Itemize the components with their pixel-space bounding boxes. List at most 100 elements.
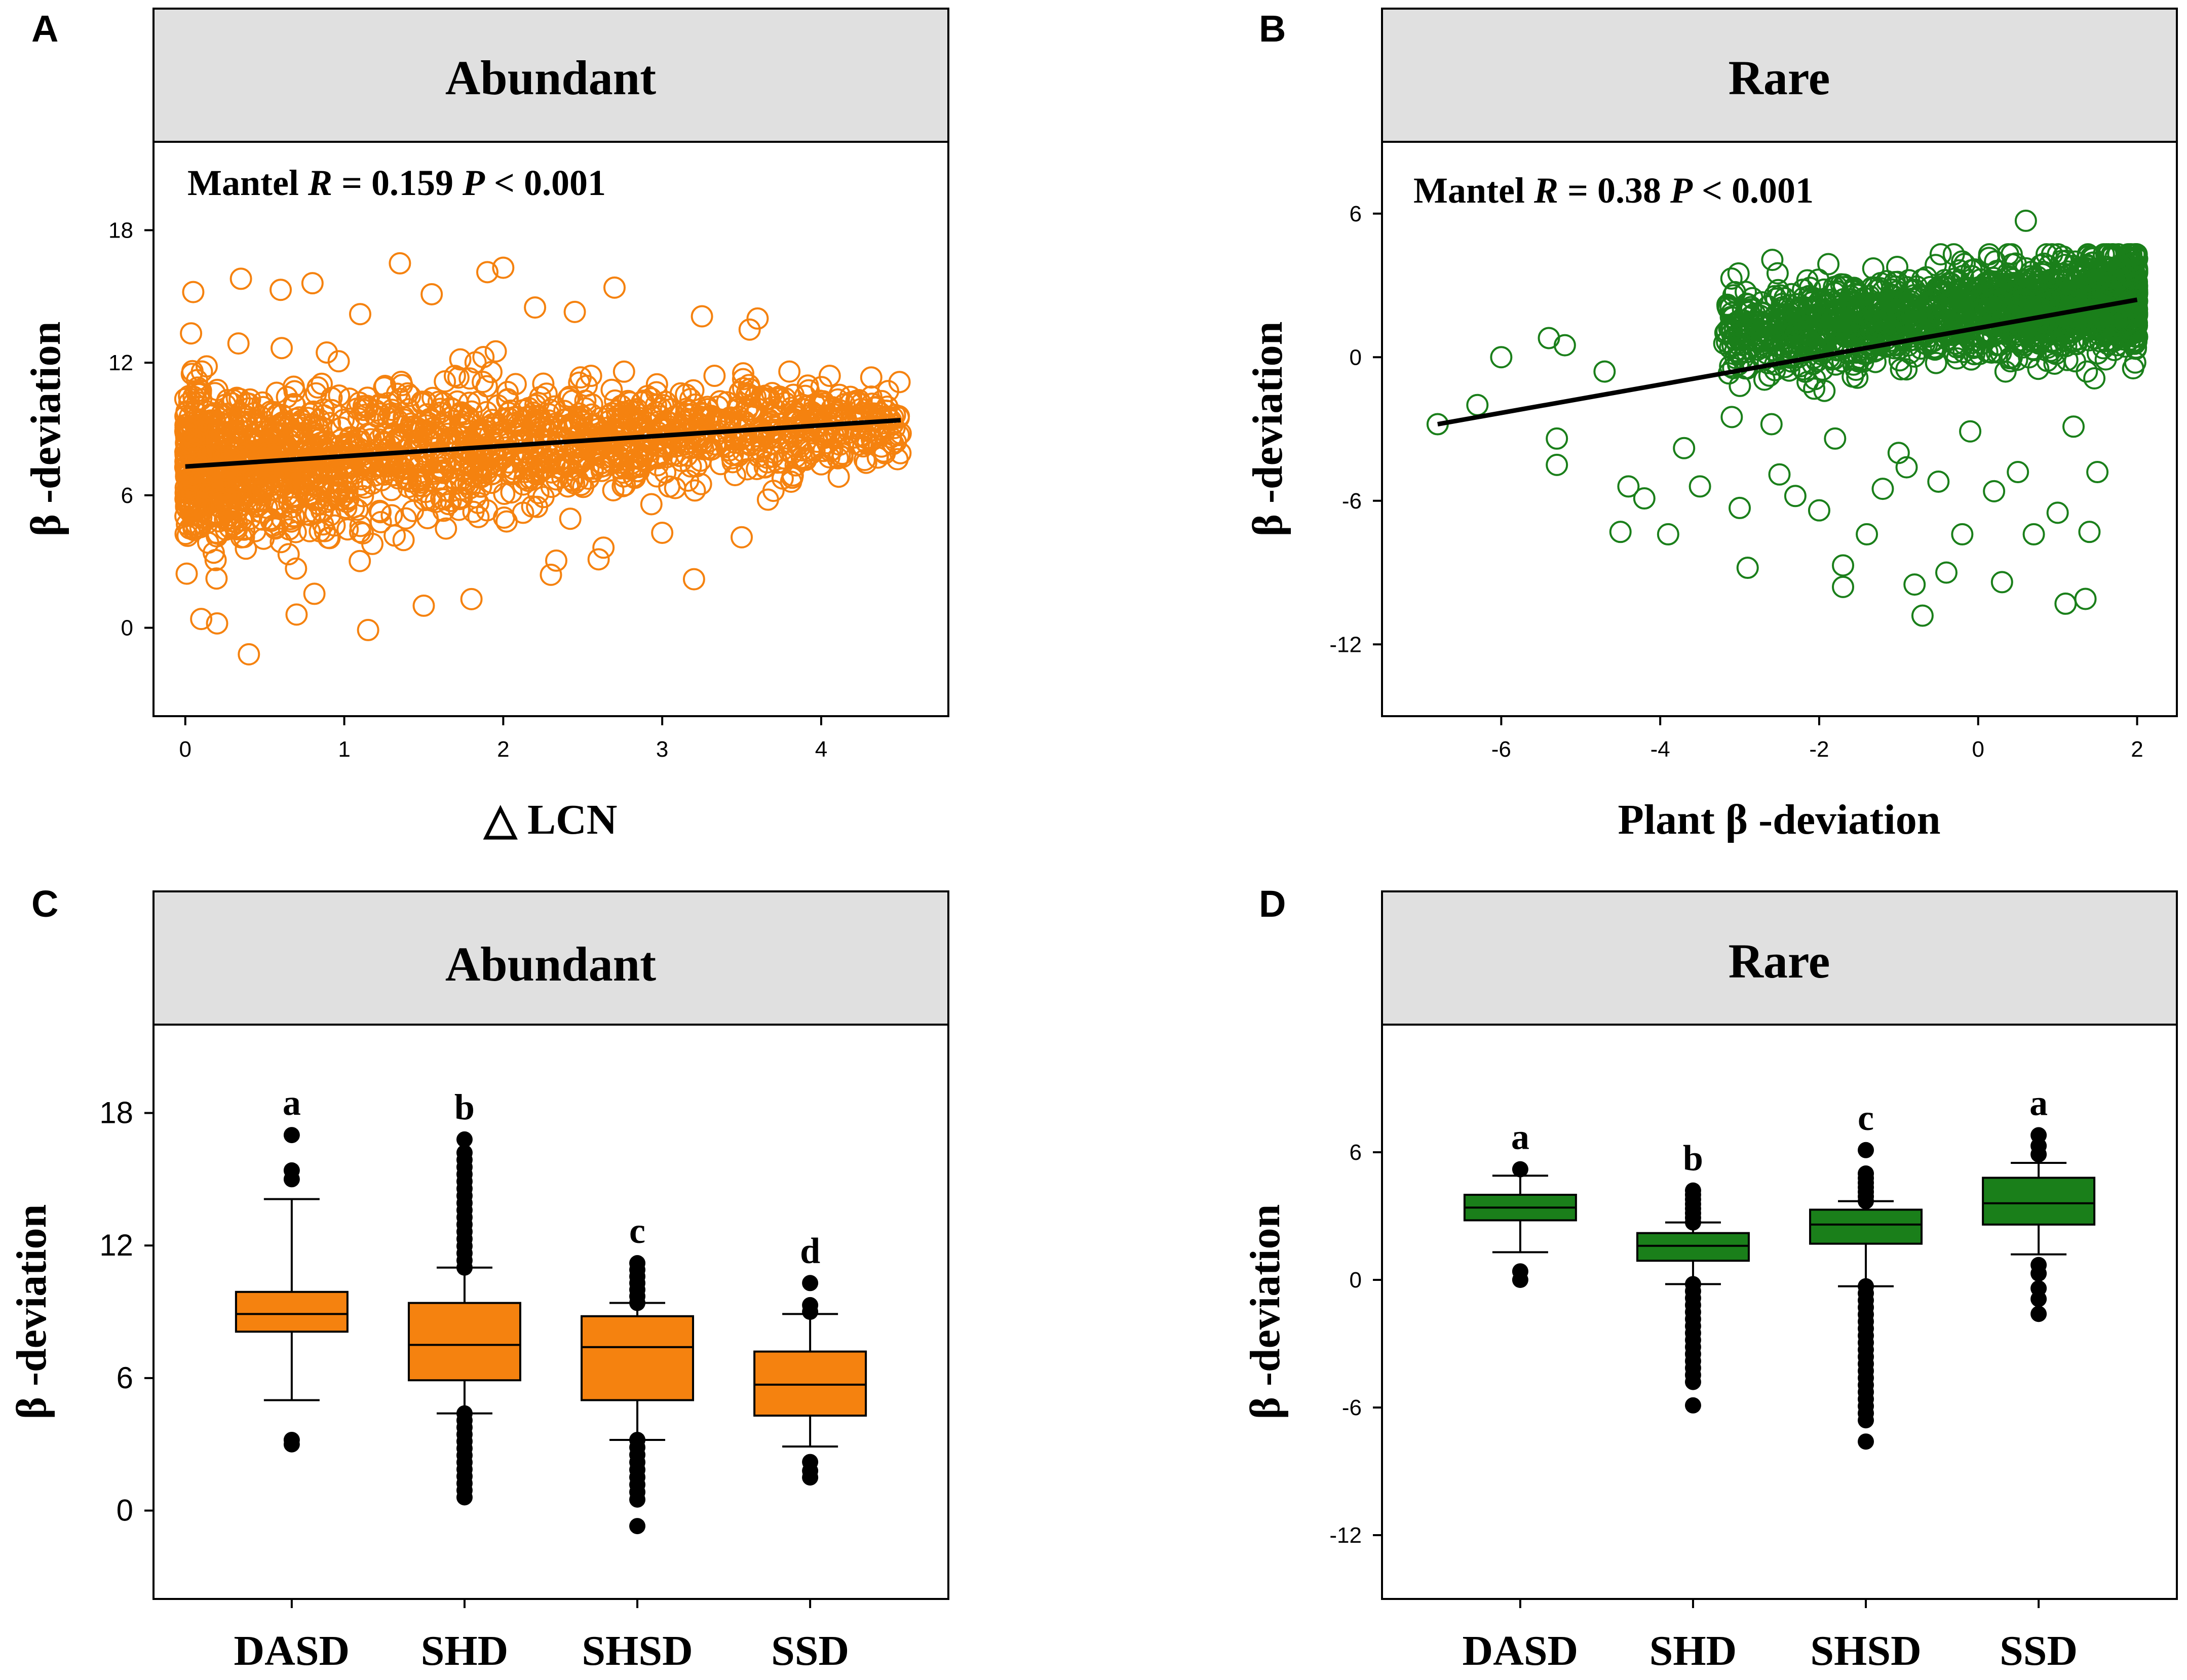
data-point-a-cloud-1205 [259,507,282,530]
data-point-a-cloud-1778 [667,430,689,453]
data-point-a-cloud-1486 [306,376,329,399]
data-point-b-cloud-1577 [1787,307,1810,330]
data-point-b-7 [1593,360,1616,383]
data-point-a-cloud-1779 [798,419,821,442]
data-point-a-cloud-1753 [592,447,615,470]
data-point-b-cloud-1629 [1830,273,1853,296]
data-point-a-cloud-1711 [177,494,200,517]
data-point-b-cloud-713 [1903,345,1926,368]
y-tick-label-b-2: 0 [1350,345,1362,370]
outlier-high-range-d-2-6 [1858,1165,1874,1182]
outlier-high-d-3-2 [2030,1127,2047,1144]
data-point-b-cloud-907 [1952,340,1975,363]
mantel-annotation-a: Mantel R = 0.159 P < 0.001 [187,163,606,203]
data-point-a-cloud-1686 [210,430,233,453]
y-tick-label-a-1: 6 [121,483,133,508]
data-point-a-4 [285,603,308,626]
data-point-a-cloud-1596 [559,507,582,530]
data-point-b-cloud-1655 [2114,255,2136,278]
data-point-a-19 [778,360,801,383]
x-tick-label-a-0: 0 [179,737,191,762]
data-point-a-cloud-1676 [243,427,265,450]
data-point-a-8 [301,272,324,295]
y-tick-label-d-0: -12 [1329,1523,1362,1548]
data-point-a-cloud-325 [746,458,768,480]
data-point-b-cloud-1692 [1726,332,1749,355]
outlier-high-c-1-0 [456,1131,473,1148]
data-point-b-cloud-1647 [1841,365,1864,388]
data-point-a-cloud-1423 [185,513,208,535]
data-point-a-cloud-254 [493,483,516,505]
data-point-a-cloud-1767 [364,399,387,422]
data-point-a-cloud-1705 [739,434,762,457]
data-point-a-cloud-1305 [349,550,371,572]
data-point-b-24 [1887,442,1910,464]
y-tick-label-c-2: 12 [99,1228,133,1262]
sig-letter-d-3: a [2029,1082,2048,1123]
data-point-a-cloud-1297 [277,543,300,566]
data-point-a-cloud-1578 [700,405,722,427]
data-point-a-cloud-1757 [784,402,807,425]
data-point-a-cloud-1719 [196,355,218,378]
data-point-b-cloud-1339 [1767,279,1789,301]
data-point-b-25 [1903,573,1926,596]
data-point-b-34 [2074,588,2097,610]
data-point-b-cloud-1615 [1836,302,1859,325]
data-point-b-41 [1959,420,1982,443]
data-point-b-cloud-1699 [1948,291,1971,313]
data-point-a-cloud-1706 [359,428,382,451]
data-point-a-cloud-1776 [564,435,587,457]
data-point-a-cloud-1296 [290,409,313,432]
data-point-a-cloud-1695 [261,402,284,424]
data-point-b-29 [1990,571,2013,594]
data-point-a-cloud-1616 [582,414,605,437]
sig-letter-c-0: a [283,1082,301,1123]
data-point-a-cloud-1769 [175,417,198,440]
strip-c [152,890,949,1026]
mantel-annotation-b: Mantel R = 0.38 P < 0.001 [1413,170,1814,211]
data-point-b-cloud-1670 [2105,307,2128,330]
data-point-a-15 [563,300,586,323]
data-point-b-cloud-1567 [1796,269,1819,292]
data-point-a-cloud-1685 [512,501,534,524]
data-point-b-cloud-1646 [2022,338,2045,361]
data-point-a-cloud-1712 [566,469,589,491]
data-point-a-cloud-1709 [482,462,505,485]
outlier-low-d-3-0 [2030,1306,2047,1322]
data-point-b-cloud-362 [2076,360,2098,383]
data-point-a-12 [476,261,498,284]
sig-letter-d-1: b [1683,1138,1703,1179]
data-point-b-cloud-1614 [1946,347,1969,370]
data-point-a-cloud-1727 [742,405,765,427]
data-point-a-cloud-1773 [496,381,519,403]
data-point-a-cloud-1748 [512,399,534,421]
data-point-b-cloud-1609 [1966,279,1988,302]
data-point-a-24 [587,548,610,571]
data-point-a-cloud-1484 [346,397,368,420]
data-point-a-cloud-1353 [517,457,540,480]
x-axis-b: -6 -4 -2 0 2 [1491,716,2143,762]
data-point-a-cloud-898 [271,337,293,360]
data-point-a-17 [690,305,713,328]
data-point-b-12 [1673,437,1696,459]
data-point-a-21 [412,594,435,617]
outlier-low-d-3-4 [2030,1257,2047,1273]
outlier-high-c-0-1 [283,1162,300,1179]
outlier-high-c-3-1 [802,1297,819,1313]
outlier-high-range-c-1-16 [456,1144,473,1161]
data-point-a-cloud-1145 [216,389,239,411]
data-point-a-cloud-1028 [393,408,416,431]
data-point-a-cloud-126 [860,366,883,389]
data-point-b-cloud-1257 [1737,293,1759,316]
data-point-a-22 [460,588,483,610]
data-point-a-cloud-908 [361,532,383,555]
data-point-a-cloud-1799 [244,467,267,490]
data-point-b-cloud-1696 [1948,259,1971,282]
data-point-a-cloud-1328 [664,477,686,499]
data-point-b-cloud-1294 [1964,335,1986,358]
data-point-a-cloud-1643 [298,520,321,542]
data-point-b-cloud-1650 [1877,289,1900,311]
panel-letter-d: D [1259,883,1286,925]
data-point-b-43 [1760,413,1783,436]
data-point-a-cloud-1477 [785,445,808,468]
